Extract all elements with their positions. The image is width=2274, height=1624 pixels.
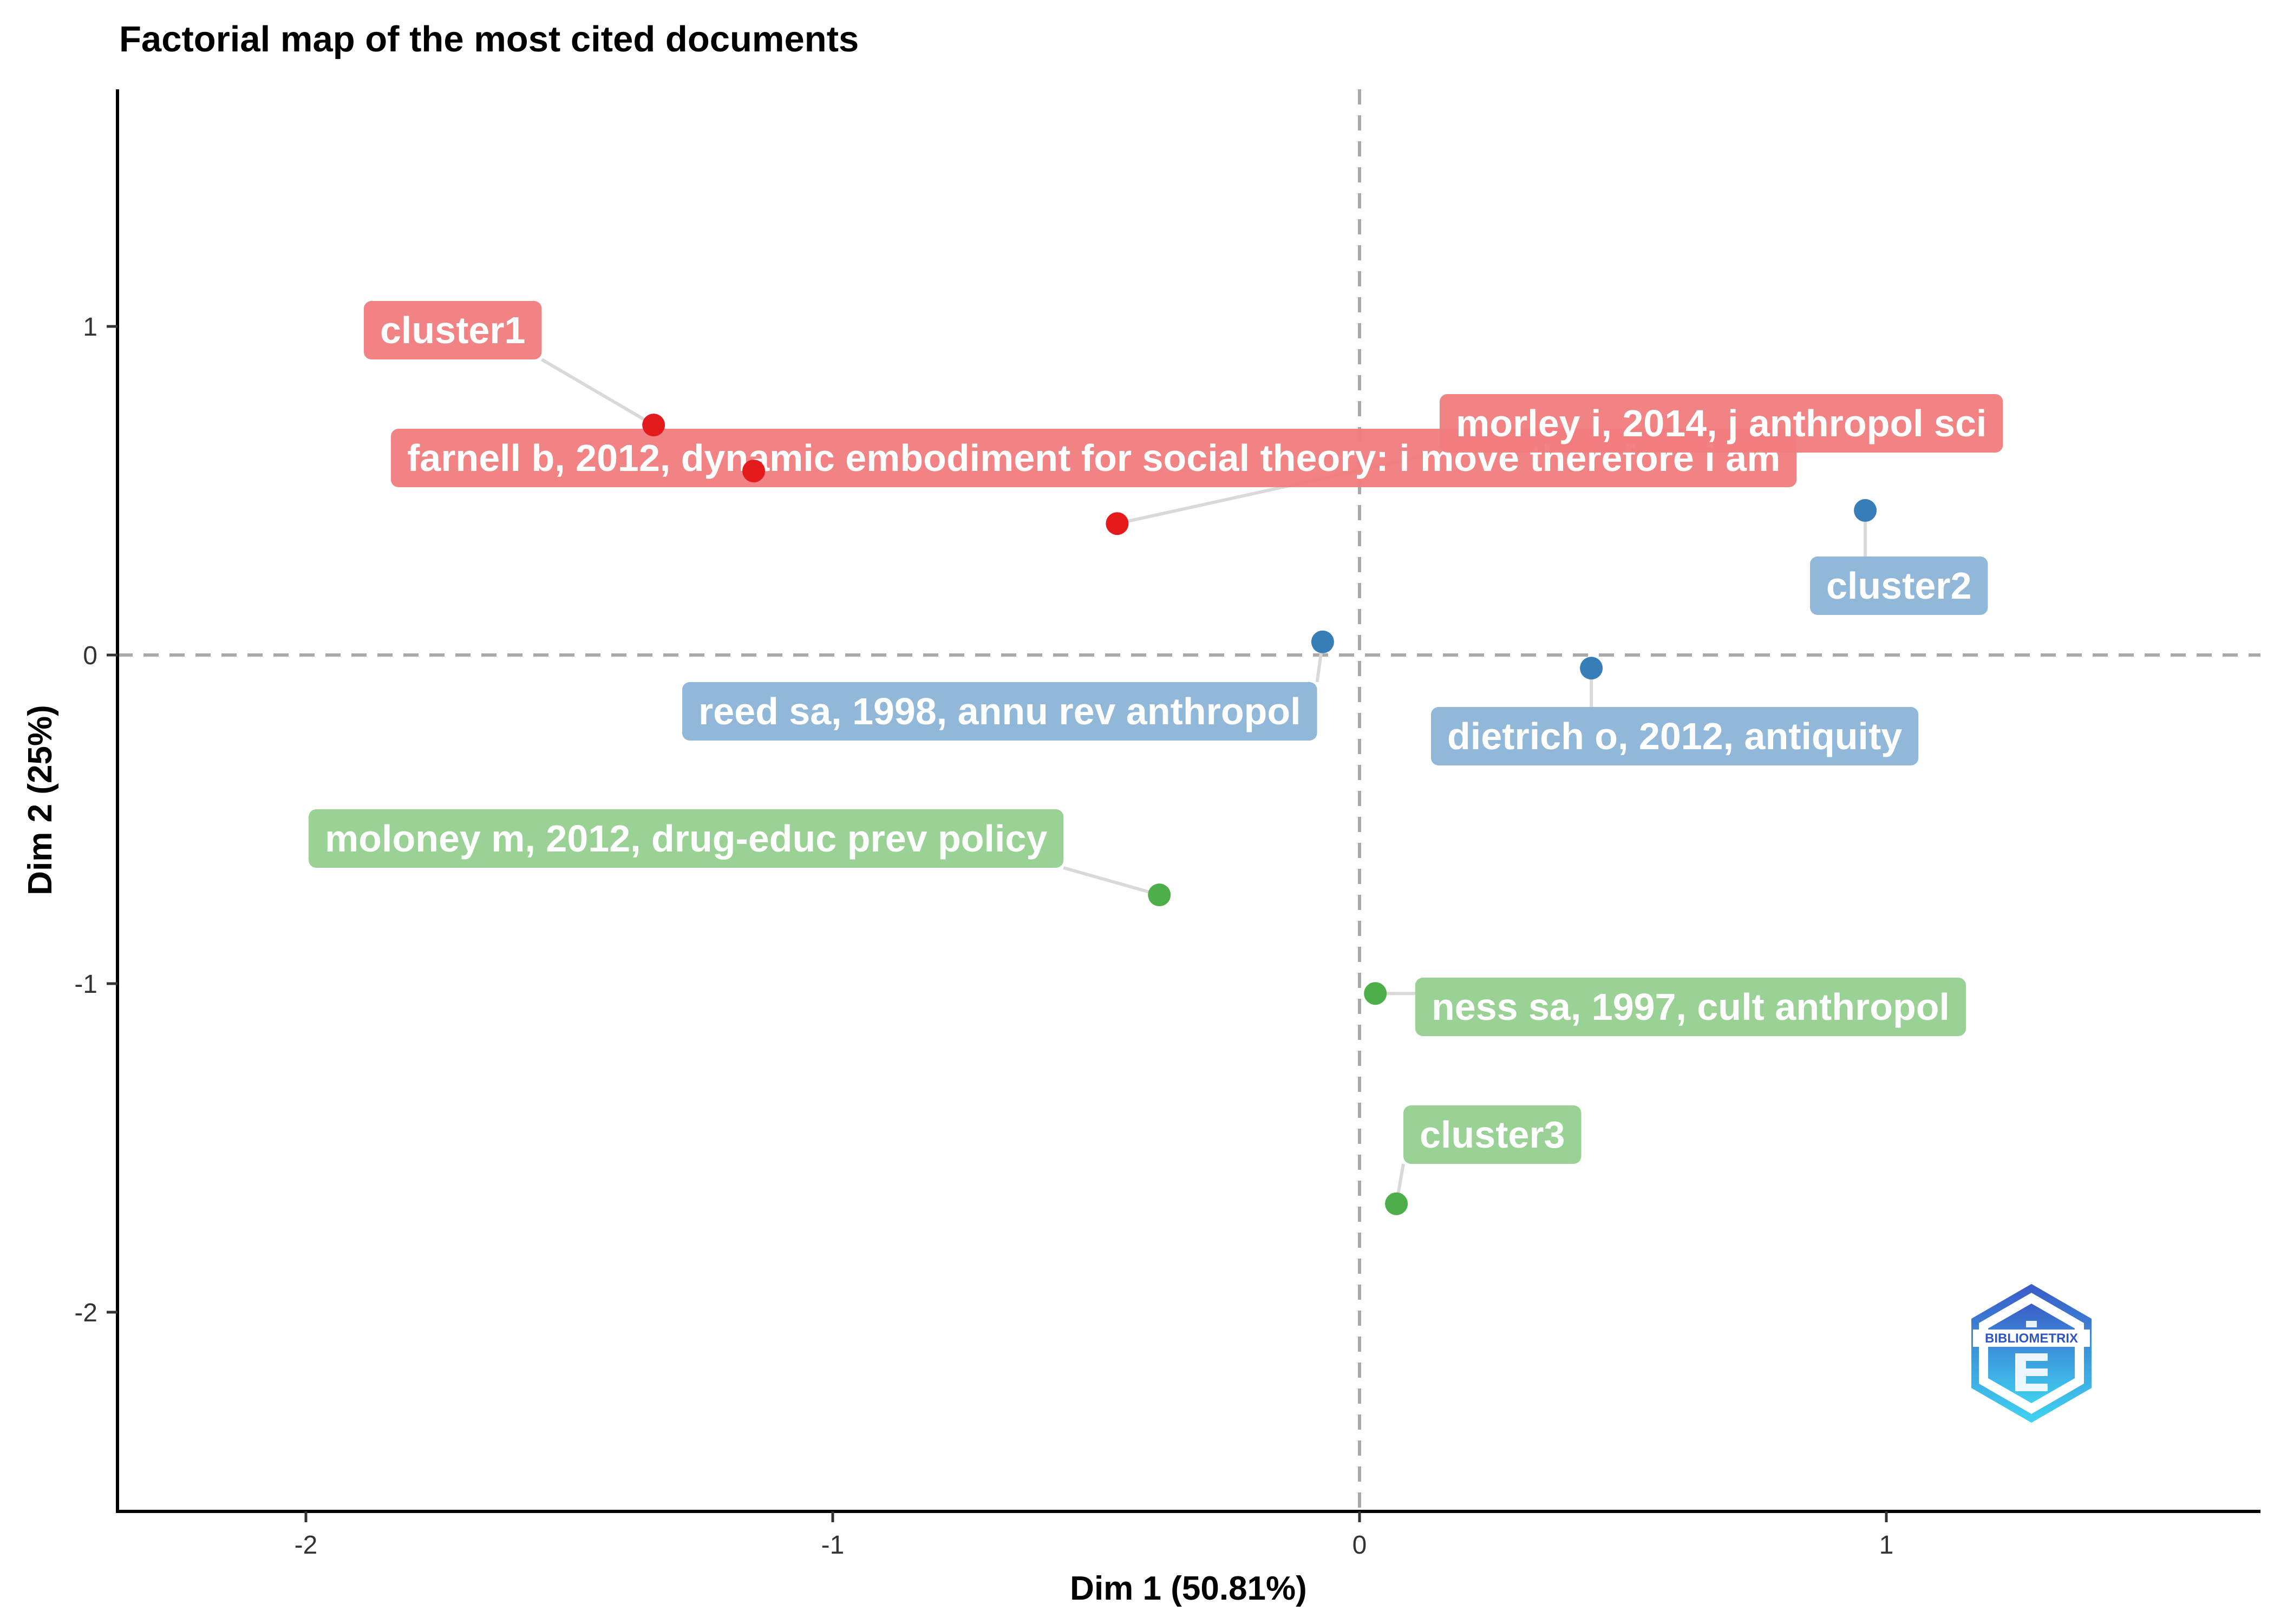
- data-point: [642, 414, 665, 437]
- data-point: [1580, 657, 1603, 680]
- y-axis-ticks: -2 -1 0 1: [74, 313, 117, 1327]
- point-label-text: dietrich o, 2012, antiquity: [1447, 715, 1902, 757]
- y-axis-title: Dim 2 (25%): [22, 705, 59, 895]
- y-tick-label: -2: [74, 1299, 97, 1327]
- data-point: [1148, 883, 1171, 907]
- point-label: cluster2: [1810, 556, 1988, 615]
- y-tick-label: -1: [74, 970, 97, 999]
- point-label: ness sa, 1997, cult anthropol: [1415, 978, 1966, 1036]
- point-label-text: cluster1: [380, 309, 525, 351]
- chart-title: Factorial map of the most cited document…: [119, 19, 859, 60]
- x-tick-label: -1: [821, 1531, 845, 1560]
- point-label-text: ness sa, 1997, cult anthropol: [1432, 986, 1950, 1028]
- data-point: [742, 460, 766, 483]
- y-tick-label: 1: [83, 313, 97, 342]
- point-label-box: [1431, 707, 1919, 765]
- point-label-box: [1810, 556, 1988, 615]
- point-label: moloney m, 2012, drug-educ prev policy: [309, 809, 1064, 868]
- bibliometrix-logo: BIBLIOMETRIX: [1971, 1284, 2092, 1423]
- point-label: morley i, 2014, j anthropol sci: [1440, 394, 2003, 453]
- point-label: reed sa, 1998, annu rev anthropol: [682, 682, 1317, 741]
- data-point: [1385, 1192, 1408, 1215]
- point-label-text: cluster3: [1420, 1114, 1565, 1156]
- y-tick-label: 0: [83, 641, 97, 670]
- logo-figure-icon: [2015, 1321, 2048, 1391]
- data-point: [1106, 512, 1129, 535]
- label-connector: [540, 358, 655, 427]
- logo-text: BIBLIOMETRIX: [1985, 1331, 2078, 1346]
- point-label: dietrich o, 2012, antiquity: [1431, 707, 1919, 765]
- x-tick-label: 1: [1879, 1531, 1894, 1560]
- point-label-text: moloney m, 2012, drug-educ prev policy: [325, 817, 1047, 860]
- data-point: [1854, 499, 1877, 522]
- point-label-box: [1440, 394, 2003, 453]
- point-label-box: [309, 809, 1064, 868]
- data-point: [1364, 982, 1387, 1005]
- logo-banner: [1973, 1330, 2090, 1347]
- point-label-box: [1415, 978, 1966, 1036]
- x-tick-label: 0: [1352, 1531, 1367, 1560]
- x-tick-label: -2: [295, 1531, 318, 1560]
- point-label-box: [682, 682, 1317, 741]
- data-points: [642, 414, 1877, 1215]
- point-label: cluster3: [1403, 1105, 1582, 1164]
- label-connector: [1063, 866, 1160, 896]
- data-point: [1311, 630, 1334, 653]
- point-label: cluster1: [364, 301, 542, 359]
- x-axis-title: Dim 1 (50.81%): [1070, 1570, 1307, 1607]
- logo-hexagon-outer: [1971, 1284, 2092, 1423]
- point-label-box: [1403, 1105, 1582, 1164]
- point-label-text: cluster2: [1826, 565, 1971, 607]
- x-axis-ticks: -2 -1 0 1: [295, 1511, 1894, 1560]
- point-label-box: [364, 301, 542, 359]
- point-label-text: morley i, 2014, j anthropol sci: [1456, 402, 1987, 444]
- point-label-text: reed sa, 1998, annu rev anthropol: [698, 690, 1301, 732]
